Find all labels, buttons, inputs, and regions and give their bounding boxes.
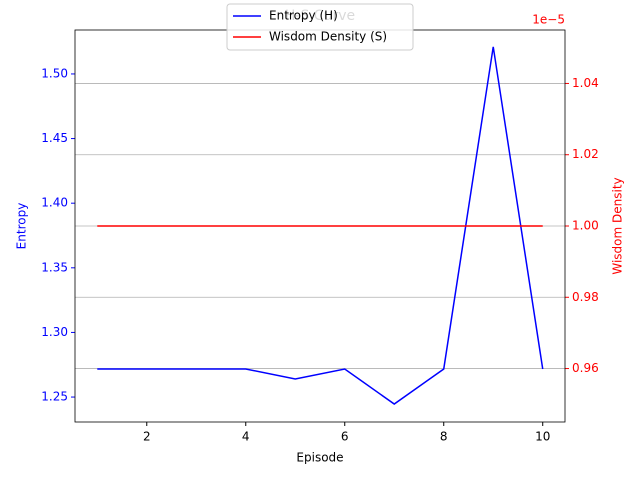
y-tick-label: 1.25 <box>41 390 68 404</box>
x-tick-label: 6 <box>341 430 349 444</box>
x-tick-label: 4 <box>242 430 250 444</box>
x-tick-label: 2 <box>143 430 151 444</box>
y2-tick-label: 1.02 <box>572 147 599 161</box>
y-tick-label: 1.35 <box>41 260 68 274</box>
legend: Entropy (H) Wisdom Density (S) <box>226 3 414 51</box>
legend-label: Entropy (H) <box>269 9 338 23</box>
y-tick-label: 1.30 <box>41 325 68 339</box>
x-tick-label: 8 <box>440 430 448 444</box>
y2-tick-label: 0.98 <box>572 290 599 304</box>
x-axis-label: Episode <box>296 451 343 465</box>
y2-tick-label: 1.04 <box>572 76 599 90</box>
y2-offset: 1e−5 <box>532 13 565 27</box>
legend-label: Wisdom Density (S) <box>269 30 387 44</box>
y-axis-label: Entropy <box>15 203 29 250</box>
x-tick-label: 10 <box>535 430 550 444</box>
y2-tick-label: 1.00 <box>572 219 599 233</box>
y-tick-label: 1.40 <box>41 196 68 210</box>
data-line <box>97 46 544 405</box>
y-tick-label: 1.50 <box>41 66 68 80</box>
y2-tick-label: 0.96 <box>572 361 599 375</box>
y2-axis-label: Wisdom Density <box>611 177 625 274</box>
legend-box <box>226 3 414 51</box>
y-tick-label: 1.45 <box>41 131 68 145</box>
